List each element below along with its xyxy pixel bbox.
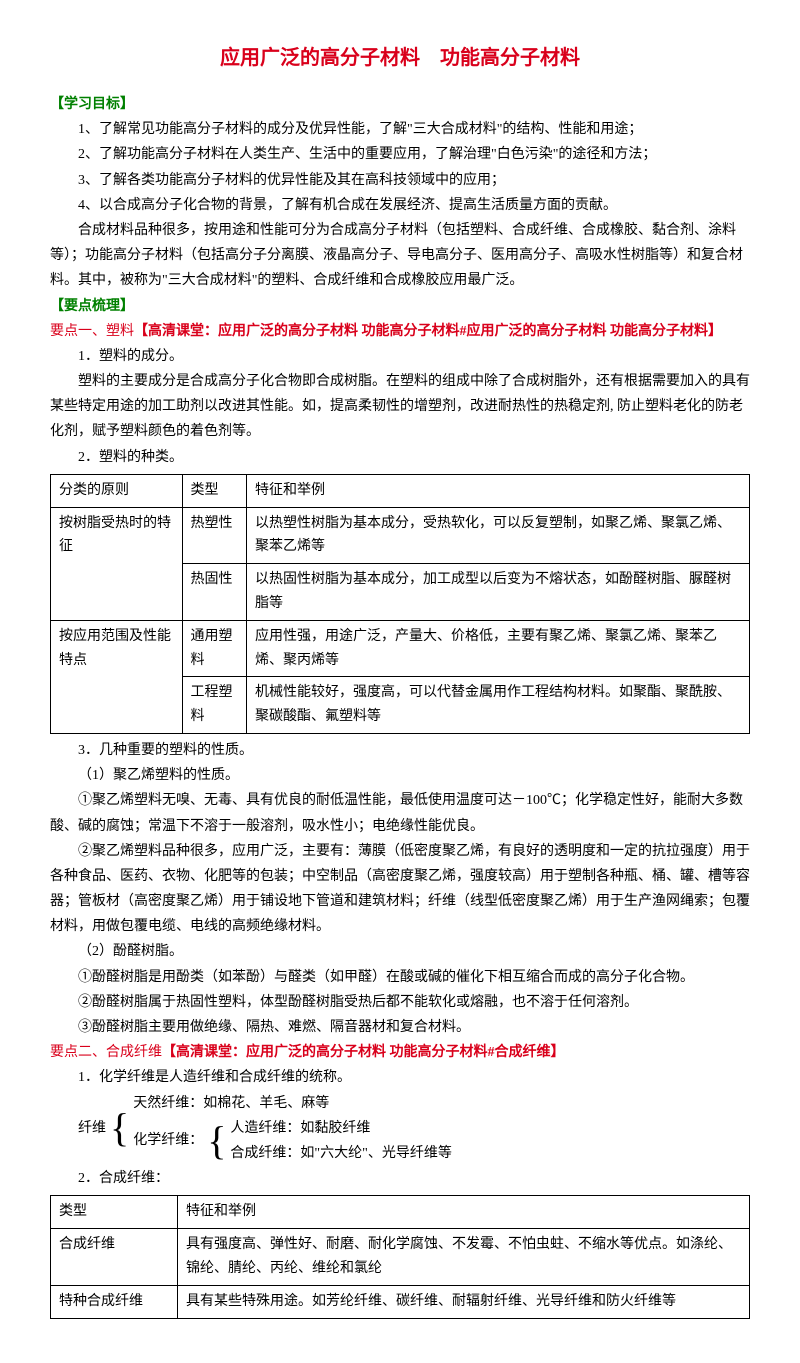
section-goals: 【学习目标】	[50, 92, 750, 117]
cell-synthetic: 合成纤维	[51, 1229, 178, 1286]
manmade-fiber: 人造纤维：如黏胶纤维	[230, 1116, 451, 1141]
section-points: 【要点梳理】	[50, 294, 750, 319]
p1-3a-2: ②聚乙烯塑料品种很多，应用广泛，主要有：薄膜（低密度聚乙烯，有良好的透明度和一定…	[50, 839, 750, 940]
point-1-heading: 要点一、塑料【高清课堂：应用广泛的高分子材料 功能高分子材料#应用广泛的高分子材…	[50, 319, 750, 344]
brace-root: 纤维	[78, 1116, 106, 1141]
cell-heat-principle: 按树脂受热时的特征	[51, 507, 183, 620]
goal-3: 3、了解各类功能高分子材料的优异性能及其在高科技领域中的应用；	[50, 168, 750, 193]
p1-1-title: 1．塑料的成分。	[50, 344, 750, 369]
cell-thermoplastic-desc: 以热塑性树脂为基本成分，受热软化，可以反复塑制，如聚乙烯、聚氯乙烯、聚苯乙烯等	[247, 507, 750, 564]
p1-3b-2: ②酚醛树脂属于热固性塑料，体型酚醛树脂受热后都不能软化或熔融，也不溶于任何溶剂。	[50, 990, 750, 1015]
plastic-types-table: 分类的原则 类型 特征和举例 按树脂受热时的特征 热塑性 以热塑性树脂为基本成分…	[50, 474, 750, 734]
point-2-heading: 要点二、合成纤维【高清课堂：应用广泛的高分子材料 功能高分子材料#合成纤维】	[50, 1040, 750, 1065]
fiber-classification: 纤维 { 天然纤维：如棉花、羊毛、麻等 化学纤维： { 人造纤维：如黏胶纤维 合…	[78, 1091, 750, 1167]
p1-3b-title: （2）酚醛树脂。	[50, 939, 750, 964]
chemical-fiber-row: 化学纤维： { 人造纤维：如黏胶纤维 合成纤维：如"六大纶"、光导纤维等	[133, 1116, 452, 1166]
th-type: 类型	[182, 474, 247, 507]
cell-use-principle: 按应用范围及性能特点	[51, 620, 183, 733]
brace-left-icon: {	[110, 1108, 129, 1148]
goal-4: 4、以合成高分子化合物的背景，了解有机合成在发展经济、提高生活质量方面的贡献。	[50, 193, 750, 218]
brace-left-icon: {	[207, 1121, 226, 1161]
page-title: 应用广泛的高分子材料 功能高分子材料	[50, 40, 750, 76]
th-principle: 分类的原则	[51, 474, 183, 507]
cell-engineering-plastic: 工程塑料	[182, 677, 247, 734]
cell-engineering-plastic-desc: 机械性能较好，强度高，可以代替金属用作工程结构材料。如聚酯、聚酰胺、聚碳酸酯、氟…	[247, 677, 750, 734]
p1-1-body: 塑料的主要成分是合成高分子化合物即合成树脂。在塑料的组成中除了合成树脂外，还有根…	[50, 369, 750, 445]
p2-1-title: 1．化学纤维是人造纤维和合成纤维的统称。	[50, 1065, 750, 1090]
cell-special-synthetic-desc: 具有某些特殊用途。如芳纶纤维、碳纤维、耐辐射纤维、光导纤维和防火纤维等	[178, 1285, 750, 1318]
brace-level-1: 天然纤维：如棉花、羊毛、麻等 化学纤维： { 人造纤维：如黏胶纤维 合成纤维：如…	[133, 1091, 452, 1167]
cell-general-plastic-desc: 应用性强，用途广泛，产量大、价格低，主要有聚乙烯、聚氯乙烯、聚苯乙烯、聚丙烯等	[247, 620, 750, 677]
chemical-fiber-label: 化学纤维：	[133, 1128, 203, 1153]
cell-special-synthetic: 特种合成纤维	[51, 1285, 178, 1318]
cell-general-plastic: 通用塑料	[182, 620, 247, 677]
point-2-red-note: 【高清课堂：应用广泛的高分子材料 功能高分子材料#合成纤维】	[162, 1045, 565, 1060]
goal-2: 2、了解功能高分子材料在人类生产、生活中的重要应用，了解治理"白色污染"的途径和…	[50, 142, 750, 167]
p1-3-title: 3．几种重要的塑料的性质。	[50, 738, 750, 763]
p1-3b-3: ③酚醛树脂主要用做绝缘、隔热、难燃、隔音器材和复合材料。	[50, 1015, 750, 1040]
p1-3a-title: （1）聚乙烯塑料的性质。	[50, 763, 750, 788]
brace-level-2: 人造纤维：如黏胶纤维 合成纤维：如"六大纶"、光导纤维等	[230, 1116, 451, 1166]
table-row: 分类的原则 类型 特征和举例	[51, 474, 750, 507]
synthetic-fiber-table: 类型 特征和举例 合成纤维 具有强度高、弹性好、耐磨、耐化学腐蚀、不发霉、不怕虫…	[50, 1195, 750, 1318]
cell-synthetic-desc: 具有强度高、弹性好、耐磨、耐化学腐蚀、不发霉、不怕虫蛀、不缩水等优点。如涤纶、锦…	[178, 1229, 750, 1286]
natural-fiber: 天然纤维：如棉花、羊毛、麻等	[133, 1091, 452, 1116]
th-feature: 特征和举例	[247, 474, 750, 507]
table-row: 按应用范围及性能特点 通用塑料 应用性强，用途广泛，产量大、价格低，主要有聚乙烯…	[51, 620, 750, 677]
p1-3a-1: ①聚乙烯塑料无嗅、无毒、具有优良的耐低温性能，最低使用温度可达－100℃；化学稳…	[50, 788, 750, 838]
table-row: 特种合成纤维 具有某些特殊用途。如芳纶纤维、碳纤维、耐辐射纤维、光导纤维和防火纤…	[51, 1285, 750, 1318]
cell-thermoset-desc: 以热固性树脂为基本成分，加工成型以后变为不熔状态，如酚醛树脂、脲醛树脂等	[247, 564, 750, 621]
intro-paragraph: 合成材料品种很多，按用途和性能可分为合成高分子材料（包括塑料、合成纤维、合成橡胶…	[50, 218, 750, 294]
p2-2-title: 2．合成纤维：	[50, 1166, 750, 1191]
th-feature: 特征和举例	[178, 1196, 750, 1229]
table-row: 按树脂受热时的特征 热塑性 以热塑性树脂为基本成分，受热软化，可以反复塑制，如聚…	[51, 507, 750, 564]
table-row: 类型 特征和举例	[51, 1196, 750, 1229]
point-2-label: 要点二、合成纤维	[50, 1045, 162, 1060]
cell-thermoplastic: 热塑性	[182, 507, 247, 564]
th-type: 类型	[51, 1196, 178, 1229]
point-1-red-note: 【高清课堂：应用广泛的高分子材料 功能高分子材料#应用广泛的高分子材料 功能高分…	[134, 324, 722, 339]
table-row: 合成纤维 具有强度高、弹性好、耐磨、耐化学腐蚀、不发霉、不怕虫蛀、不缩水等优点。…	[51, 1229, 750, 1286]
point-1-label: 要点一、塑料	[50, 324, 134, 339]
p1-2-title: 2．塑料的种类。	[50, 445, 750, 470]
p1-3b-1: ①酚醛树脂是用酚类（如苯酚）与醛类（如甲醛）在酸或碱的催化下相互缩合而成的高分子…	[50, 965, 750, 990]
synthetic-fiber: 合成纤维：如"六大纶"、光导纤维等	[230, 1141, 451, 1166]
cell-thermoset: 热固性	[182, 564, 247, 621]
goal-1: 1、了解常见功能高分子材料的成分及优异性能，了解"三大合成材料"的结构、性能和用…	[50, 117, 750, 142]
